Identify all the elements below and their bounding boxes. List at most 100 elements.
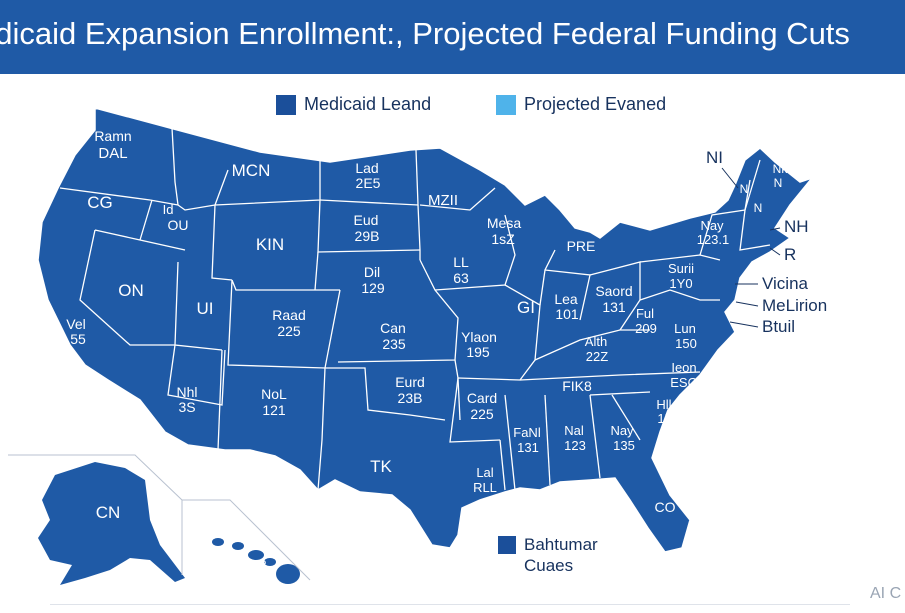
label-ia-2: 63: [453, 270, 469, 286]
label-al-2: 123: [564, 438, 586, 453]
callout-btuil: Btuil: [762, 317, 795, 336]
label-ks-1: Can: [380, 320, 406, 336]
label-nm-2: 121: [262, 402, 286, 418]
label-ca-2: 55: [70, 331, 86, 347]
bottom-legend-label-2: Cuaes: [524, 556, 574, 575]
legend-swatch-light: [496, 94, 516, 115]
label-wv-2: 209: [635, 321, 657, 336]
label-ne-1: Dil: [364, 264, 380, 280]
label-mo-1: Ylaon: [461, 329, 497, 345]
label-ar-1: Card: [467, 390, 497, 406]
label-pa-1: Surii: [668, 261, 694, 276]
label-wa-2: DAL: [98, 145, 127, 162]
label-ga-2: 135: [613, 438, 635, 453]
label-ok-2: 23B: [398, 390, 423, 406]
label-nc-2: ESO: [670, 375, 697, 390]
label-ky-1: Alth: [585, 334, 607, 349]
label-pa-2: 1Y0: [669, 276, 692, 291]
label-wv-1: Ful: [636, 306, 654, 321]
callout-vicina: Vicina: [762, 274, 809, 293]
label-oh-2: 131: [602, 299, 626, 315]
label-mi: PRE: [567, 238, 596, 254]
label-nd-1: Lad: [355, 160, 378, 176]
label-wy: KIN: [256, 235, 284, 254]
label-ks-2: 235: [382, 336, 406, 352]
label-id-2: OU: [168, 217, 189, 233]
label-ak: CN: [96, 503, 121, 522]
label-nd-2: 2E5: [356, 175, 381, 191]
label-tx: TK: [370, 457, 392, 476]
label-wa-1: Ramn: [94, 128, 131, 144]
label-ne-2: 129: [361, 280, 385, 296]
label-ia-1: LL: [453, 254, 469, 270]
label-ar-2: 225: [470, 406, 494, 422]
callout-r: R: [784, 245, 796, 264]
label-nv: ON: [118, 281, 144, 300]
label-az-1: Nhl: [176, 384, 197, 400]
label-nm-1: NoL: [261, 386, 287, 402]
legend-item-projected: Projected Evaned: [496, 94, 666, 115]
label-mo-2: 195: [466, 344, 490, 360]
alaska-shape: [38, 462, 185, 585]
label-ny-2: 123.1: [697, 232, 730, 247]
state-labels: Ramn DAL MCN CG Id OU KIN Lad 2E5 Eud 29…: [66, 128, 788, 572]
label-nc-1: Ieon: [671, 360, 696, 375]
hawaii-islands: [212, 538, 300, 584]
label-ok-1: Eurd: [395, 374, 425, 390]
legend-item-medicaid: Medicaid Leand: [276, 94, 431, 115]
label-co-1: Raad: [272, 307, 305, 323]
label-ca-1: Vel: [66, 316, 85, 332]
map-title: edicaid Expansion Enrollment:, Projected…: [0, 16, 850, 51]
label-fl: CO: [655, 499, 676, 515]
state-borders: [59, 127, 771, 491]
label-oh-1: Saord: [595, 283, 632, 299]
label-co-2: 225: [277, 323, 301, 339]
label-ky-2: 22Z: [586, 349, 608, 364]
label-al-1: Nal: [564, 423, 584, 438]
label-va-1: Lun: [674, 321, 696, 336]
label-mn: MZII: [428, 192, 458, 209]
label-me-2: N: [774, 176, 783, 190]
label-la-2: RLL: [473, 480, 497, 495]
callout-nh: NH: [784, 217, 809, 236]
legend-label-medicaid: Medicaid Leand: [304, 94, 432, 114]
inset-frames: [8, 454, 311, 581]
legend-swatch-dark: [276, 94, 296, 115]
label-sc-1: Hll: [656, 397, 671, 412]
label-la-1: Lal: [476, 465, 493, 480]
label-nh: N: [740, 182, 749, 196]
label-in-2: 101: [555, 306, 579, 322]
label-ga-1: Nay: [610, 423, 634, 438]
callout-ni: NI: [706, 148, 723, 167]
legend-label-projected: Projected Evaned: [524, 94, 667, 114]
title-banner: edicaid Expansion Enrollment:, Projected…: [0, 0, 905, 74]
bottom-legend-item: Bahtumar: [498, 535, 598, 555]
bottom-legend-item-2: Cuaes: [524, 556, 573, 576]
label-wi-1: Mesa: [487, 215, 521, 231]
label-sd-1: Eud: [354, 212, 379, 228]
label-hi: BHR: [239, 557, 266, 572]
label-sd-2: 29B: [355, 228, 380, 244]
label-mt: MCN: [232, 161, 271, 180]
label-tn: FIK8: [562, 378, 592, 394]
bottom-legend-label-1: Bahtumar: [524, 535, 598, 554]
label-or: CG: [87, 193, 113, 212]
label-id-1: Id: [163, 202, 174, 217]
label-in-1: Lea: [554, 291, 578, 307]
bottom-rule: [50, 604, 850, 605]
label-ms-1: FaNl: [513, 425, 541, 440]
label-ny-1: Nay: [700, 218, 724, 233]
callout-leaders: [721, 167, 781, 328]
northeast-callouts: NI NH R Vicina MeLirion Btuil: [706, 148, 827, 336]
label-vt: N: [754, 201, 763, 215]
contiguous-us-shape: [37, 107, 815, 553]
label-va-2: 150: [675, 336, 697, 351]
watermark: AI C: [870, 585, 902, 602]
bottom-legend-swatch: [498, 536, 516, 554]
label-ut: UI: [197, 299, 214, 318]
label-me-1: Nk: [773, 162, 789, 176]
label-az-2: 3S: [178, 399, 195, 415]
label-wi-2: 1sZ: [491, 231, 515, 247]
callout-melirion: MeLirion: [762, 296, 827, 315]
